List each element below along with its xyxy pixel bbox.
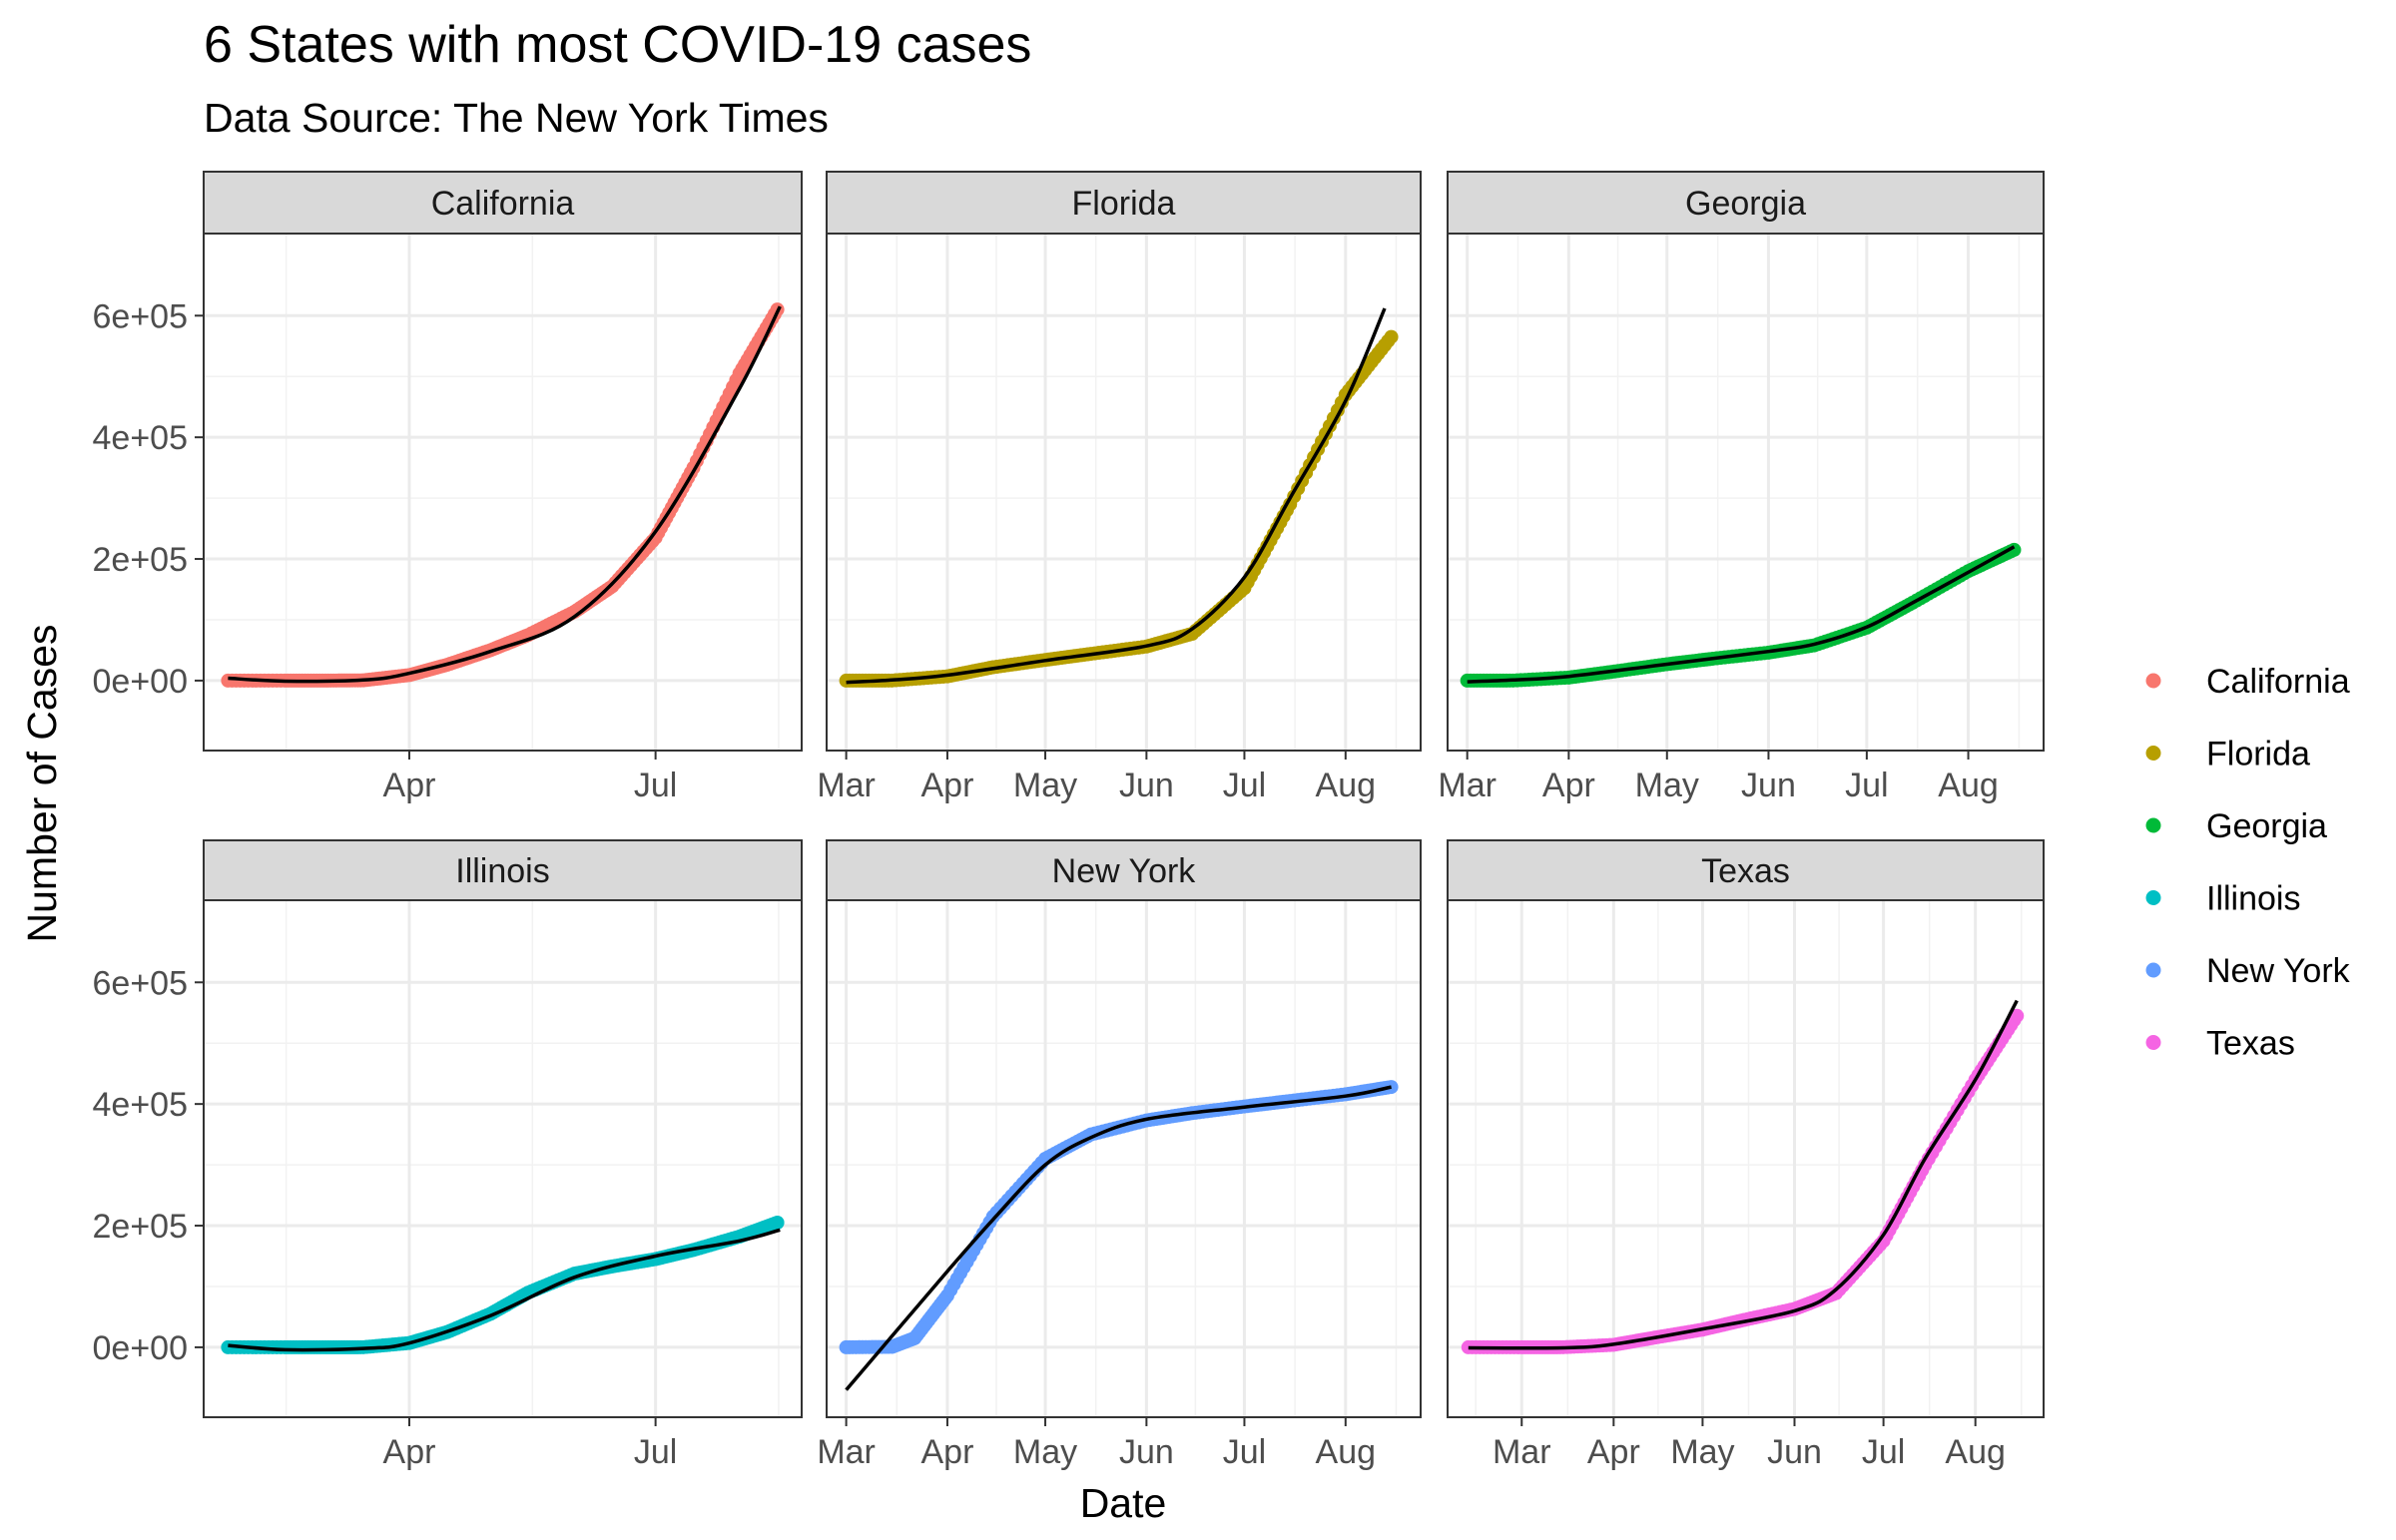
x-tick-label: Jun	[1741, 767, 1796, 804]
legend-label-texas: Texas	[2206, 1025, 2295, 1063]
x-tick-label: Apr	[921, 1433, 974, 1471]
y-tick-label: 6e+05	[93, 964, 189, 1002]
facet-label-new-york: New York	[1052, 852, 1197, 890]
panel-background-california	[204, 234, 802, 751]
x-tick-label: Aug	[1938, 767, 1999, 804]
y-tick-label: 0e+00	[93, 663, 189, 701]
legend-label-california: California	[2206, 663, 2350, 701]
y-tick-label: 2e+05	[93, 541, 189, 579]
x-tick-label: Jul	[634, 1433, 677, 1471]
panel-background-georgia	[1448, 234, 2044, 751]
x-tick-label: Apr	[1542, 767, 1595, 804]
panel-border-california	[203, 233, 803, 752]
x-axis-title: Date	[1080, 1480, 1167, 1526]
x-tick-label: Mar	[1438, 767, 1497, 804]
x-tick-label: May	[1013, 1433, 1077, 1471]
y-tick-label: 2e+05	[93, 1208, 189, 1246]
x-tick-label: Jul	[1862, 1433, 1905, 1471]
legend-key-texas	[2145, 1035, 2161, 1050]
legend: California Florida Georgia Illinois New York…	[2145, 663, 2351, 1063]
panel-background-texas	[1448, 900, 2044, 1417]
x-tick-label: Aug	[1316, 1433, 1377, 1471]
data-point	[2010, 1008, 2025, 1023]
fit-line-california	[228, 305, 782, 684]
x-tick-label: Jun	[1119, 1433, 1174, 1471]
panel-illinois: Illinois 0e+00 2e+05 4e+05 6e+05 Apr Jul	[93, 839, 803, 1471]
panel-border-georgia	[1447, 233, 2045, 752]
panel-california: California 0e+00 2e+05 4e+05 6e+05 Apr Jul	[93, 171, 803, 804]
panel-border-texas	[1447, 899, 2045, 1418]
facet-strip-california	[203, 171, 803, 235]
panel-border-new-york	[826, 899, 1422, 1418]
x-tick-label: Mar	[1493, 1433, 1551, 1471]
facet-label-florida: Florida	[1072, 185, 1176, 223]
panel-background-florida	[827, 234, 1421, 751]
panel-background-illinois	[204, 900, 802, 1417]
x-tick-label: Apr	[383, 767, 436, 804]
x-tick-label: Aug	[1316, 767, 1377, 804]
fit-line-texas	[1468, 999, 2019, 1350]
legend-key-california	[2145, 673, 2161, 689]
facet-label-georgia: Georgia	[1685, 185, 1806, 223]
facet-strip-georgia	[1447, 171, 2045, 235]
data-point	[770, 1215, 785, 1230]
panel-border-illinois	[203, 899, 803, 1418]
x-tick-label: May	[1670, 1433, 1734, 1471]
x-tick-label: May	[1635, 767, 1699, 804]
y-axis-title: Number of Cases	[19, 624, 65, 942]
legend-label-georgia: Georgia	[2206, 807, 2327, 845]
fit-line-new-york	[845, 1085, 1392, 1391]
x-tick-label: Apr	[1587, 1433, 1640, 1471]
x-tick-label: Jun	[1767, 1433, 1822, 1471]
facet-strip-florida	[826, 171, 1422, 235]
facet-label-illinois: Illinois	[455, 852, 549, 890]
legend-key-illinois	[2145, 890, 2161, 905]
legend-label-illinois: Illinois	[2206, 880, 2300, 918]
facet-label-texas: Texas	[1701, 852, 1790, 890]
x-tick-label: Jul	[1223, 1433, 1266, 1471]
legend-label-new-york: New York	[2206, 952, 2351, 990]
legend-key-florida	[2145, 746, 2161, 761]
x-tick-label: Apr	[383, 1433, 436, 1471]
fit-line-florida	[846, 307, 1387, 685]
y-tick-label: 4e+05	[93, 1086, 189, 1124]
x-tick-label: Apr	[921, 767, 974, 804]
y-tick-label: 6e+05	[93, 297, 189, 335]
panel-new-york: New York Mar Apr May Jun Jul Aug	[817, 839, 1422, 1471]
x-tick-label: Jun	[1119, 767, 1174, 804]
facet-label-california: California	[431, 185, 575, 223]
x-tick-label: May	[1013, 767, 1077, 804]
x-tick-label: Jul	[1223, 767, 1266, 804]
x-tick-label: Mar	[817, 1433, 876, 1471]
fit-line-georgia	[1467, 545, 2016, 684]
data-point	[2007, 542, 2022, 557]
facet-strip-illinois	[203, 839, 803, 901]
panel-texas: Texas Mar Apr May Jun Jul Aug	[1447, 839, 2045, 1471]
x-tick-label: Aug	[1945, 1433, 2006, 1471]
legend-key-georgia	[2145, 817, 2161, 833]
y-tick-label: 0e+00	[93, 1329, 189, 1367]
y-tick-label: 4e+05	[93, 419, 189, 457]
panel-border-florida	[826, 233, 1422, 752]
chart-title: 6 States with most COVID-19 cases	[204, 16, 1031, 74]
panel-florida: Florida Mar Apr May Jun Jul Aug	[817, 171, 1422, 804]
chart-subtitle: Data Source: The New York Times	[204, 95, 829, 141]
legend-key-new-york	[2145, 962, 2161, 978]
data-point	[1384, 329, 1399, 344]
legend-label-florida: Florida	[2206, 736, 2310, 773]
x-tick-label: Jul	[634, 767, 677, 804]
facet-strip-new-york	[826, 839, 1422, 901]
x-tick-label: Mar	[817, 767, 876, 804]
fit-line-illinois	[228, 1228, 781, 1352]
panel-georgia: Georgia Mar Apr May Jun Jul Aug	[1438, 171, 2045, 804]
x-tick-label: Jul	[1845, 767, 1888, 804]
